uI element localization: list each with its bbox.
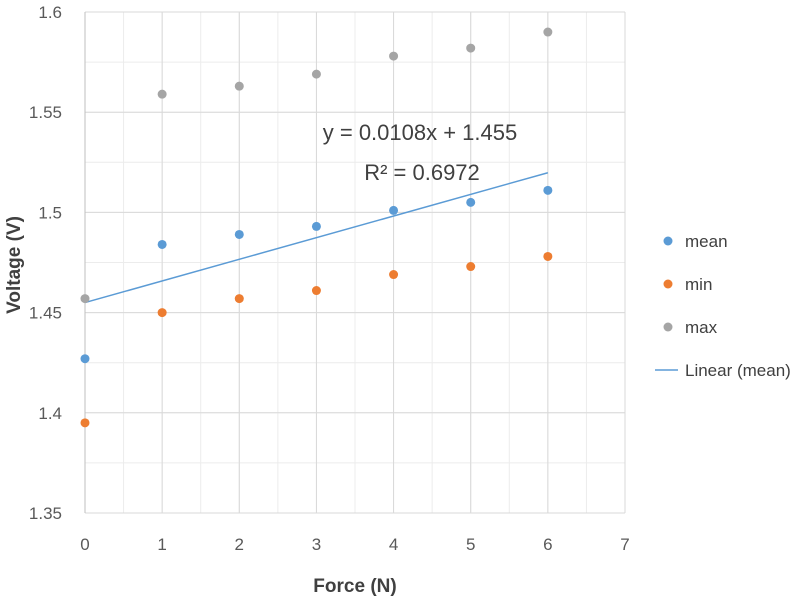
trendline-group xyxy=(84,171,549,304)
data-points xyxy=(80,27,553,428)
gridlines xyxy=(84,11,626,514)
x-tick-label: 7 xyxy=(620,535,629,554)
point-min xyxy=(80,418,90,428)
point-min xyxy=(157,308,167,318)
legend-label-mean: mean xyxy=(685,232,728,251)
point-min xyxy=(543,251,553,261)
point-mean xyxy=(311,221,321,231)
point-mean xyxy=(543,185,553,195)
x-tick-label: 1 xyxy=(157,535,166,554)
point-min xyxy=(466,262,476,272)
x-tick-labels: 0 1 2 3 4 5 6 7 xyxy=(80,535,629,554)
x-tick-label: 4 xyxy=(389,535,398,554)
x-tick-label: 3 xyxy=(312,535,321,554)
trendline-equation: y = 0.0108x + 1.455 xyxy=(323,120,518,145)
x-tick-label: 2 xyxy=(235,535,244,554)
x-tick-label: 5 xyxy=(466,535,475,554)
point-max xyxy=(311,69,321,79)
point-min xyxy=(389,270,399,280)
point-max xyxy=(80,294,90,304)
legend: mean min max Linear (mean) xyxy=(655,232,791,380)
point-max xyxy=(466,43,476,53)
y-tick-labels: 1.35 1.4 1.45 1.5 1.55 1.6 xyxy=(29,3,62,523)
y-tick-label: 1.5 xyxy=(38,203,62,222)
y-axis-title: Voltage (V) xyxy=(4,216,25,314)
y-tick-label: 1.55 xyxy=(29,103,62,122)
point-mean xyxy=(389,205,399,215)
legend-label-trendline: Linear (mean) xyxy=(685,361,791,380)
y-tick-label: 1.45 xyxy=(29,304,62,323)
legend-label-max: max xyxy=(685,318,718,337)
point-mean xyxy=(80,354,90,364)
point-max xyxy=(157,89,167,99)
point-max xyxy=(389,51,399,61)
x-tick-label: 6 xyxy=(543,535,552,554)
trendline-r-squared: R² = 0.6972 xyxy=(364,160,480,185)
point-max xyxy=(543,27,553,37)
legend-marker-max xyxy=(663,322,673,332)
point-min xyxy=(234,294,244,304)
y-tick-label: 1.6 xyxy=(38,3,62,22)
legend-marker-min xyxy=(663,279,673,289)
legend-marker-mean xyxy=(663,236,673,246)
point-mean xyxy=(234,229,244,239)
point-max xyxy=(234,81,244,91)
point-mean xyxy=(157,239,167,249)
y-tick-label: 1.35 xyxy=(29,504,62,523)
x-tick-label: 0 xyxy=(80,535,89,554)
y-tick-label: 1.4 xyxy=(38,404,62,423)
point-min xyxy=(311,286,321,296)
x-axis-title: Force (N) xyxy=(313,576,396,597)
legend-label-min: min xyxy=(685,275,712,294)
point-mean xyxy=(466,197,476,207)
trendline-linear-mean xyxy=(84,171,549,304)
